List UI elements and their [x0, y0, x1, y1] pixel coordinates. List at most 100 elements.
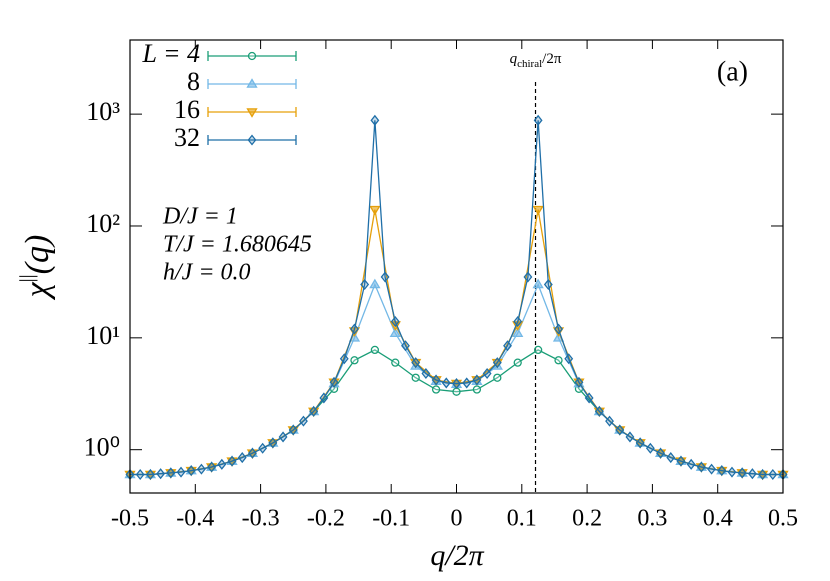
parameter-text: D/J = 1 — [162, 204, 238, 230]
x-tick-label: -0.2 — [307, 506, 345, 532]
marker — [339, 353, 349, 365]
marker — [411, 373, 420, 382]
marker — [452, 378, 461, 390]
marker — [431, 374, 441, 386]
marker — [492, 357, 502, 369]
x-axis-label: q/2π — [430, 539, 484, 572]
marker — [635, 437, 645, 449]
x-tick-label: 0 — [451, 506, 463, 532]
legend-marker — [246, 108, 258, 118]
marker — [248, 447, 257, 459]
series — [125, 114, 788, 481]
legend-label: 16 — [174, 95, 200, 124]
marker — [472, 385, 482, 394]
marker — [564, 353, 574, 365]
reference-label: qchiral/2π — [510, 51, 562, 69]
legend-label: 32 — [174, 123, 200, 152]
marker — [217, 458, 227, 470]
legend-marker — [246, 78, 258, 88]
x-tick-label: 0.2 — [572, 506, 602, 532]
marker — [503, 340, 512, 352]
reference-label-part: /2π — [542, 51, 562, 67]
marker — [543, 278, 553, 291]
marker — [145, 468, 155, 481]
marker — [258, 442, 268, 454]
marker — [176, 466, 186, 478]
marker — [584, 392, 594, 404]
marker — [319, 392, 329, 404]
marker — [288, 424, 298, 436]
marker — [329, 376, 339, 388]
marker — [391, 358, 400, 367]
x-tick-label: 0.5 — [768, 506, 798, 532]
marker — [369, 205, 381, 216]
legend-marker — [247, 134, 257, 146]
marker — [370, 345, 380, 355]
marker — [768, 468, 778, 481]
marker — [696, 461, 706, 473]
plot-frame — [129, 39, 784, 494]
marker — [441, 377, 451, 389]
y-label-part: (q) — [19, 235, 56, 275]
marker — [717, 465, 727, 477]
marker — [370, 114, 380, 126]
marker — [350, 323, 359, 335]
marker — [656, 447, 665, 459]
legend-marker — [247, 51, 257, 61]
parameter-text: T/J = 1.680645 — [163, 232, 312, 258]
marker — [493, 373, 502, 382]
marker — [574, 376, 584, 388]
marker — [360, 278, 370, 291]
marker — [532, 278, 544, 289]
marker — [747, 468, 757, 480]
y-tick-label: 10³ — [86, 97, 120, 126]
marker — [605, 415, 614, 427]
marker — [196, 463, 206, 475]
marker — [513, 315, 523, 328]
marker — [135, 468, 145, 481]
reference-label-part: q — [510, 51, 518, 67]
marker — [401, 340, 410, 352]
legend-label: L = 4 — [141, 39, 200, 68]
x-tick-label: -0.5 — [111, 506, 149, 532]
marker — [472, 374, 482, 386]
marker — [758, 468, 768, 481]
marker — [186, 465, 196, 477]
marker — [532, 205, 544, 216]
marker — [411, 357, 421, 369]
x-tick-label: 0.1 — [507, 506, 537, 532]
marker — [350, 356, 359, 365]
marker — [156, 468, 166, 480]
x-tick-label: -0.3 — [242, 506, 280, 532]
marker — [676, 455, 686, 467]
marker — [482, 367, 492, 380]
x-tick-label: -0.4 — [176, 506, 214, 532]
reference-label-part: chiral — [517, 58, 542, 70]
y-tick-label: 10² — [86, 209, 120, 238]
marker — [533, 345, 543, 355]
marker — [237, 452, 247, 464]
marker — [513, 358, 522, 367]
marker — [390, 315, 400, 328]
marker — [554, 356, 563, 365]
marker — [512, 327, 524, 338]
marker — [299, 415, 308, 427]
marker — [625, 431, 635, 443]
marker — [462, 377, 472, 389]
marker — [369, 278, 381, 289]
marker — [278, 431, 288, 443]
marker — [727, 466, 737, 478]
marker — [380, 271, 390, 283]
marker — [166, 467, 176, 479]
marker — [615, 424, 625, 436]
x-tick-label: -0.1 — [372, 506, 410, 532]
marker — [309, 405, 319, 417]
panel-label: (a) — [717, 56, 748, 87]
marker — [645, 442, 655, 454]
marker — [431, 385, 441, 394]
marker — [268, 437, 278, 449]
x-tick-label: 0.4 — [703, 506, 733, 532]
marker — [533, 114, 543, 126]
